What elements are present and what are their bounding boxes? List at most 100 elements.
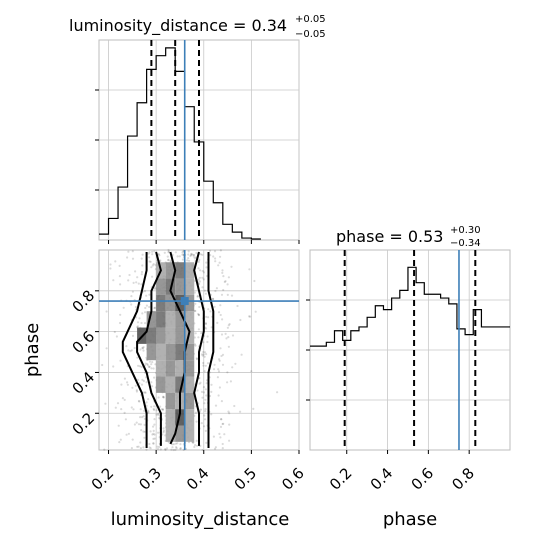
sample-point	[228, 439, 231, 442]
sample-point	[142, 430, 145, 433]
sample-point	[162, 395, 165, 398]
sample-point	[109, 267, 112, 270]
sample-point	[192, 255, 195, 258]
sample-point	[227, 345, 230, 348]
sample-point	[198, 305, 201, 309]
density-cell-14	[165, 311, 176, 328]
sample-point	[145, 448, 148, 451]
sample-point	[218, 261, 221, 264]
sample-point	[148, 293, 151, 296]
sample-point	[136, 321, 140, 324]
sample-point	[146, 362, 149, 366]
sample-point	[197, 313, 200, 316]
sample-point	[205, 315, 208, 318]
sample-point	[153, 250, 156, 253]
sample-point	[202, 341, 205, 344]
sample-point	[224, 280, 227, 283]
sample-point	[205, 394, 208, 397]
sample-point	[227, 324, 230, 327]
sample-point	[202, 353, 205, 356]
sample-point	[112, 279, 115, 282]
distance-title-sub: −0.05	[295, 29, 326, 40]
sample-point	[152, 263, 155, 266]
sample-point	[202, 271, 205, 274]
density-cell-12	[146, 311, 157, 328]
density-cell-41	[184, 409, 195, 426]
sample-point	[226, 381, 229, 384]
sample-point	[228, 423, 231, 426]
sample-point	[130, 349, 133, 352]
sample-point	[234, 362, 237, 365]
sample-point	[150, 381, 153, 384]
sample-point	[164, 448, 167, 451]
sample-point	[204, 351, 207, 354]
sample-point	[120, 408, 123, 411]
sample-point	[178, 255, 181, 258]
sample-point	[209, 310, 212, 313]
sample-point	[127, 279, 130, 282]
sample-point	[119, 283, 122, 286]
sample-point	[140, 365, 143, 369]
sample-point	[139, 408, 142, 411]
sample-point	[197, 314, 200, 317]
sample-point	[203, 289, 206, 292]
sample-point	[190, 252, 193, 255]
sample-point	[201, 448, 204, 452]
density-cell-6	[175, 278, 185, 295]
sample-point	[210, 390, 213, 393]
sample-point	[193, 257, 196, 260]
sample-point	[134, 270, 137, 273]
sample-point	[171, 443, 174, 446]
sample-point	[172, 443, 175, 446]
sample-point	[250, 370, 253, 373]
sample-point	[155, 409, 158, 412]
sample-point	[141, 378, 144, 381]
sample-point	[148, 442, 151, 446]
joint-ytick-label-0: 0.2	[69, 409, 99, 439]
sample-point	[140, 273, 143, 276]
sample-point	[218, 359, 221, 362]
sample-point	[131, 386, 134, 389]
density-cell-4	[156, 278, 166, 295]
sample-point	[148, 360, 152, 363]
sample-point	[196, 294, 199, 298]
sample-point	[198, 382, 201, 385]
sample-point	[201, 269, 204, 273]
sample-point	[204, 408, 207, 411]
sample-point	[205, 261, 208, 264]
sample-point	[153, 306, 156, 309]
density-cell-43	[175, 425, 185, 442]
sample-point	[212, 255, 215, 258]
sample-point	[201, 276, 204, 279]
sample-point	[205, 382, 208, 385]
joint-xtick-label-3: 0.5	[231, 464, 261, 494]
sample-point	[219, 425, 223, 428]
x-axis-label-phase: phase	[383, 509, 437, 530]
sample-point	[139, 423, 142, 426]
sample-point	[141, 312, 144, 315]
sample-point	[187, 253, 190, 256]
sample-point	[220, 354, 223, 358]
sample-point	[125, 433, 128, 436]
sample-point	[194, 332, 197, 335]
sample-point	[210, 326, 213, 329]
sample-point	[131, 438, 134, 441]
sample-point	[194, 256, 197, 259]
sample-point	[159, 259, 162, 262]
sample-point	[104, 402, 107, 405]
sample-point	[150, 405, 153, 408]
phase-quantile-lines	[343, 250, 477, 450]
sample-point	[226, 293, 229, 296]
sample-point	[162, 429, 165, 432]
sample-point	[191, 441, 194, 444]
sample-point	[137, 364, 140, 367]
sample-point	[162, 396, 165, 399]
density-cell-21	[175, 327, 185, 344]
sample-point	[197, 328, 200, 331]
sample-point	[153, 433, 156, 436]
sample-point	[140, 283, 143, 286]
sample-point	[204, 364, 207, 367]
sample-point	[120, 383, 123, 386]
sample-point	[138, 365, 141, 368]
